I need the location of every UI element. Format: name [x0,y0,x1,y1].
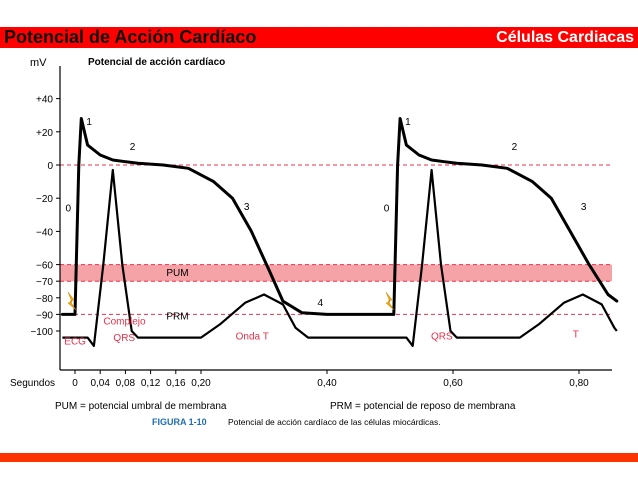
ecg-annotation: QRS [431,331,453,342]
threshold-band [60,264,612,282]
ecg-annotation: Complejo [103,316,146,327]
y-tick-label: 0 [47,161,53,172]
phase-label: 4 [318,298,324,309]
phase-label: 0 [384,203,390,214]
y-tick-label: +20 [36,128,53,139]
y-tick-label: −70 [36,277,53,288]
stimulus-lightning-icon [67,291,77,311]
x-tick-label: 0,40 [317,378,337,389]
figure-label: FIGURA 1-10 [152,417,207,427]
x-tick-label: 0,80 [569,378,589,389]
ecg-annotation: T [573,330,579,341]
y-tick-label: −20 [36,194,53,205]
action-potential-curve [60,117,619,316]
prm-label: PRM [166,311,188,322]
y-tick-label: +40 [36,95,53,106]
figure-caption: Potencial de acción cardíaco de las célu… [228,417,441,427]
phase-label: 3 [244,202,250,213]
phase-label: 0 [66,203,72,214]
y-tick-label: −40 [36,227,53,238]
y-tick-label: −60 [36,261,53,272]
ecg-annotation: QRS [113,333,135,344]
section-title: Células Cardiacas [496,29,634,46]
y-unit-label: mV [30,57,47,69]
x-tick-label: 0,60 [443,378,463,389]
phase-label: 2 [512,142,518,153]
phase-label: 1 [405,117,411,128]
phase-label: 2 [130,142,136,153]
ecg-annotation: ECG [64,336,86,347]
ecg-annotation: Onda T [236,331,269,342]
x-tick-label: 0,20 [191,378,211,389]
action-potential-chart: +40 +20 0 −20 −40 −60 −70 −80 −90 −100 0 0,04 0,08 0… [10,57,619,427]
footer-bar [0,453,638,462]
x-tick-label: 0 [72,378,78,389]
x-axis-label: Segundos [10,378,55,389]
chart-title: Potencial de acción cardíaco [88,57,225,68]
y-tick-label: −90 [36,310,53,321]
stimulus-lightning-icon [385,291,395,311]
x-tick-label: 0,04 [90,378,110,389]
header-bar: Potencial de Acción Cardíaco Células Car… [0,27,638,48]
x-tick-label: 0,12 [141,378,161,389]
phase-label: 3 [581,202,587,213]
legend-pum: PUM = potencial umbral de membrana [55,401,227,412]
ecg-curve [62,168,618,347]
phase-label: 1 [86,117,92,128]
y-tick-label: −80 [36,294,53,305]
x-tick-label: 0,16 [166,378,186,389]
slide-title: Potencial de Acción Cardíaco [4,27,257,47]
y-tick-label: −100 [30,327,53,338]
x-tick-label: 0,08 [116,378,136,389]
pum-label: PUM [166,268,188,279]
legend-prm: PRM = potencial de reposo de membrana [330,401,516,412]
